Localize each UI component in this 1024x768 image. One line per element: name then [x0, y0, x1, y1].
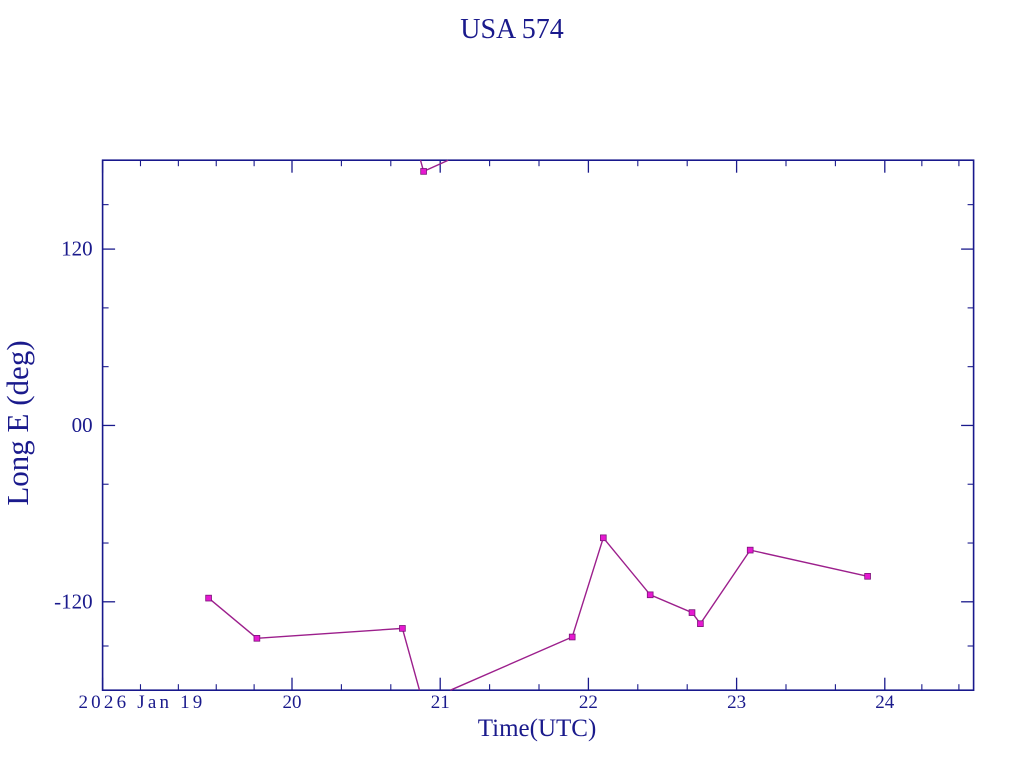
- svg-text:-120: -120: [54, 589, 93, 613]
- svg-text:00: 00: [72, 413, 93, 437]
- svg-text:20: 20: [283, 692, 302, 713]
- svg-text:USA 574: USA 574: [460, 14, 563, 45]
- svg-text:2026 Jan 19: 2026 Jan 19: [78, 692, 205, 713]
- svg-text:Long E (deg): Long E (deg): [0, 340, 35, 505]
- svg-text:Time(UTC): Time(UTC): [478, 715, 597, 742]
- svg-text:21: 21: [431, 692, 450, 713]
- svg-text:23: 23: [727, 692, 746, 713]
- svg-text:22: 22: [579, 692, 598, 713]
- svg-text:24: 24: [875, 692, 895, 713]
- svg-text:120: 120: [61, 237, 93, 261]
